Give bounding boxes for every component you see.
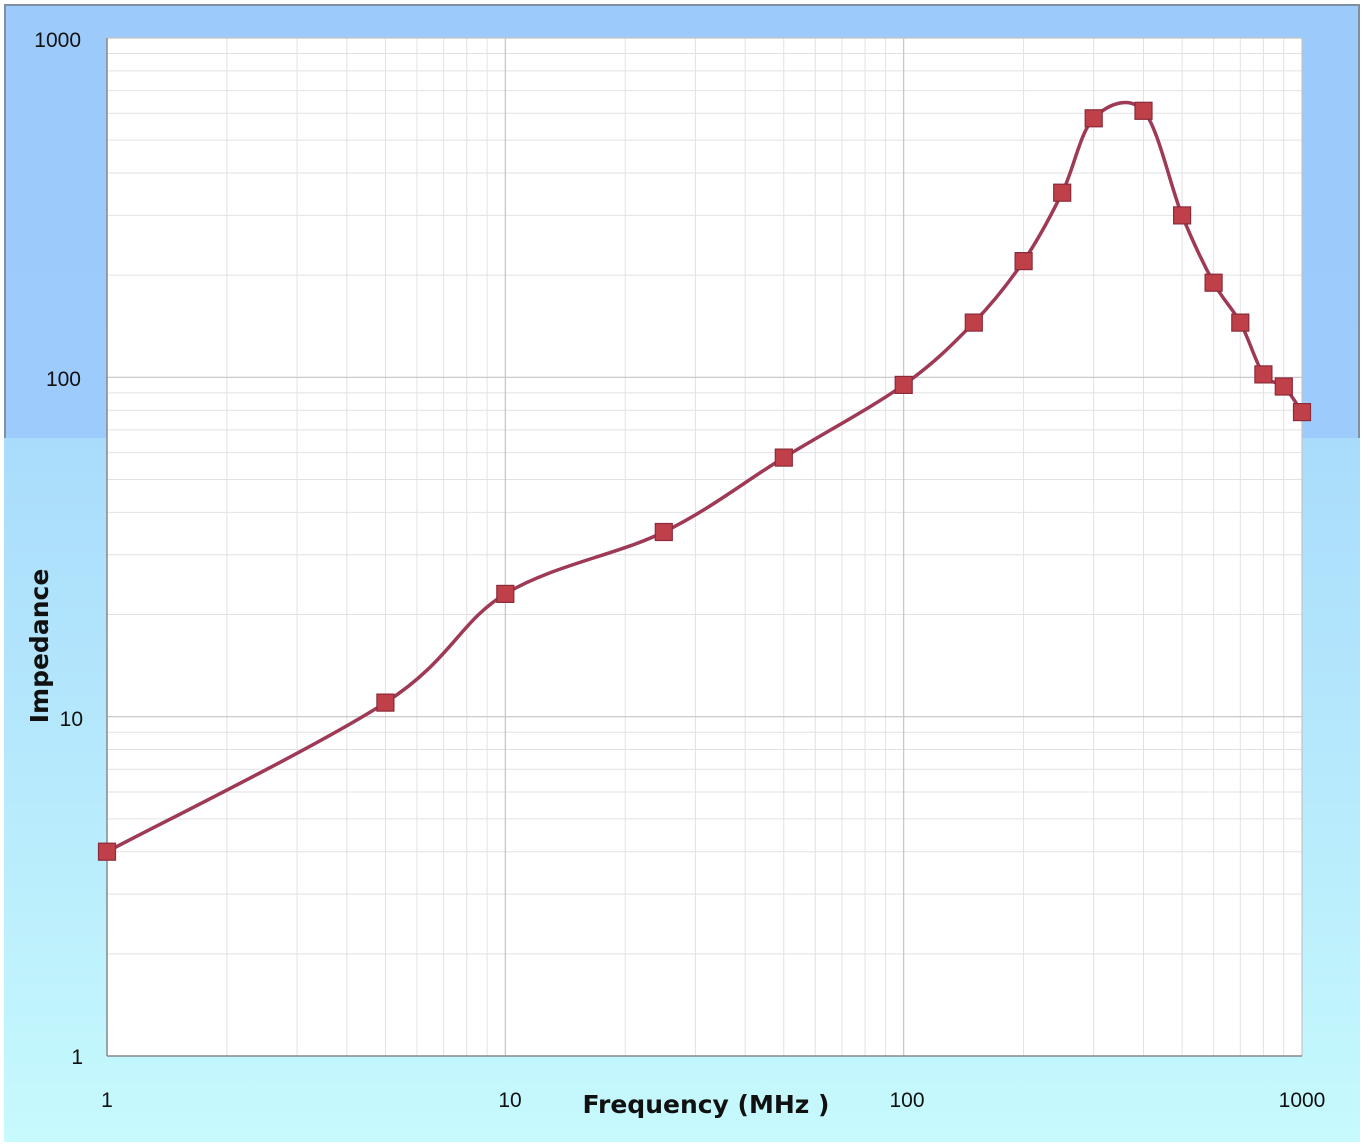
x-tick-label-1000: 1000 [1279,1089,1326,1112]
minor-gridlines [107,38,1302,1056]
x-tick-label-10: 10 [498,1089,521,1112]
data-point-marker [1053,183,1072,202]
y-tick-label-10: 10 [60,708,83,731]
y-tick-label-1000: 1000 [34,29,81,52]
data-point-marker [1014,252,1033,271]
data-point-marker [97,842,117,861]
data-point-marker [894,375,913,394]
data-point-marker [496,584,515,604]
x-axis-title: Frequency (MHz ) [583,1090,830,1119]
impedance-series [97,100,1312,861]
y-tick-label-1: 1 [71,1046,83,1069]
y-axis-title: Impedance [25,569,54,724]
data-point-marker [1254,365,1273,384]
data-point-marker [964,313,983,332]
data-point-marker [774,448,793,467]
data-point-marker [1134,101,1153,120]
data-point-marker [1084,109,1103,128]
y-tick-label-100: 100 [46,368,81,391]
data-point-marker [1274,377,1293,396]
plot-area [107,38,1302,1056]
data-point-marker [376,693,395,712]
x-tick-label-100: 100 [889,1089,924,1112]
data-point-marker [654,522,673,542]
series-line [106,100,1304,854]
x-tick-labels: 1 10 100 1000 [101,1089,1325,1112]
x-tick-label-1: 1 [101,1089,113,1112]
data-point-marker [1231,313,1250,332]
y-tick-labels: 1 10 100 1000 [34,29,83,1069]
data-point-marker [1292,403,1312,422]
axes [106,38,1302,1057]
major-gridlines [107,37,1303,1056]
data-point-marker [1204,273,1223,292]
data-point-marker [1172,206,1192,225]
